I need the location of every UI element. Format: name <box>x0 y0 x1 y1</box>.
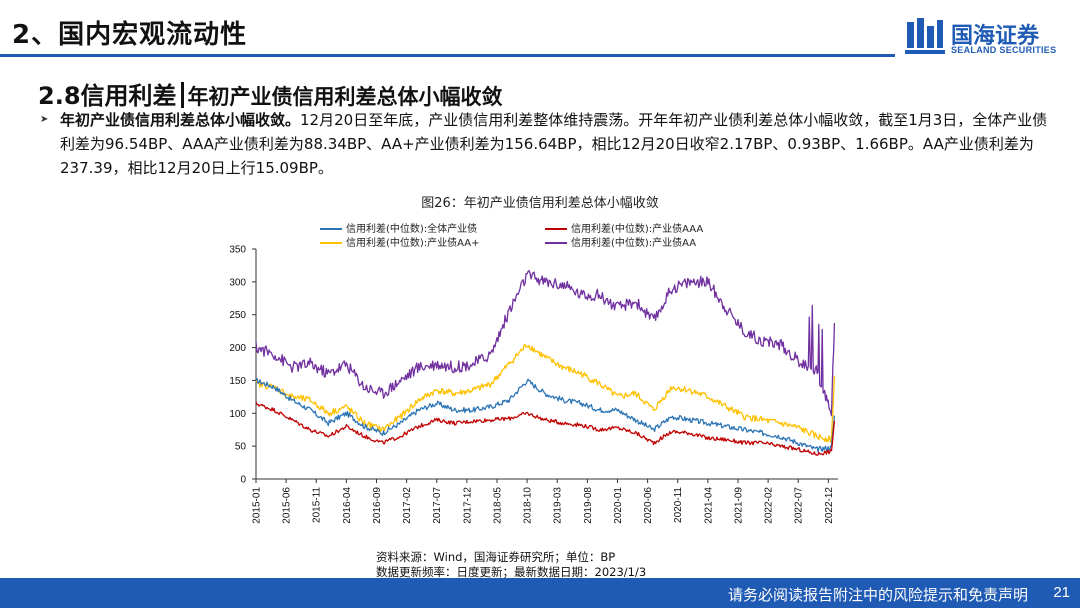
figure-caption: 图26：年初产业债信用利差总体小幅收敛 <box>421 196 659 211</box>
bullet-body: 12月20日至年底，产业债信用利差整体维持震荡。开年年初产业债利差总体小幅收敛，… <box>60 111 1048 177</box>
x-tick-label: 2015-06 <box>282 487 293 524</box>
y-tick-label: 50 <box>235 442 247 453</box>
y-tick-label: 350 <box>229 245 246 256</box>
series-line-aaa <box>255 401 836 456</box>
series-line-all <box>255 377 836 453</box>
page-number: 21 <box>1053 584 1070 601</box>
source-line-2: 数据更新频率：日度更新；最新数据日期：2023/1/3 <box>376 565 647 579</box>
x-tick-label: 2016-04 <box>342 487 353 524</box>
y-tick-label: 200 <box>229 343 246 354</box>
y-tick-label: 100 <box>229 409 246 420</box>
x-tick-label: 2017-12 <box>462 487 473 524</box>
section-title: 2、国内宏观流动性 <box>12 20 248 50</box>
bullet-bold-lead: 年初产业债信用利差总体小幅收敛。 <box>60 111 301 129</box>
chart-legend: 信用利差(中位数):全体产业债 信用利差(中位数):产业债AAA信用利差(中位数)… <box>320 222 703 249</box>
legend-label: 信用利差(中位数):产业债AAA <box>571 222 703 235</box>
y-tick-label: 250 <box>229 310 246 321</box>
bullet-text: 年初产业债信用利差总体小幅收敛。12月20日至年底，产业债信用利差整体维持震荡。… <box>60 108 1060 180</box>
legend-label: 信用利差(中位数):产业债AA <box>571 236 696 249</box>
x-tick-label: 2021-09 <box>733 487 744 524</box>
legend-label: 信用利差(中位数):产业债AA+ <box>346 236 480 249</box>
x-tick-label: 2022-02 <box>764 487 775 524</box>
x-tick-label: 2019-08 <box>583 487 594 524</box>
x-tick-label: 2016-09 <box>372 487 383 524</box>
slide-subtitle: 2.8信用利差 年初产业债信用利差总体小幅收敛 <box>38 76 503 111</box>
x-tick-label: 2017-02 <box>402 487 413 524</box>
x-tick-label: 2018-10 <box>523 487 534 524</box>
footer-bar: 请务必阅读报告附注中的风险提示和免责声明 21 <box>0 578 1080 608</box>
x-tick-label: 2015-01 <box>252 487 263 524</box>
company-logo: 国海证券 SEALAND SECURITIES <box>905 14 1065 58</box>
x-tick-label: 2020-01 <box>613 487 624 524</box>
y-tick-label: 300 <box>229 277 246 288</box>
source-line-1: 资料来源：Wind，国海证券研究所；单位：BP <box>376 550 616 564</box>
x-tick-label: 2022-07 <box>794 487 805 524</box>
subtitle-separator <box>180 82 184 108</box>
x-tick-label: 2018-05 <box>492 487 503 524</box>
legend-label: 信用利差(中位数):全体产业债 <box>346 222 477 235</box>
subtitle-headline: 年初产业债信用利差总体小幅收敛 <box>187 85 503 109</box>
credit-spread-chart: 信用利差(中位数):全体产业债 信用利差(中位数):产业债AAA信用利差(中位数)… <box>229 222 838 524</box>
series-line-aa <box>255 269 836 417</box>
logo-chinese-name: 国海证券 <box>951 24 1040 49</box>
footer-disclaimer[interactable]: 请务必阅读报告附注中的风险提示和免责声明 <box>727 586 1028 604</box>
y-tick-label: 0 <box>240 475 246 486</box>
logo-english-name: SEALAND SECURITIES <box>951 45 1057 55</box>
y-tick-label: 150 <box>229 376 246 387</box>
series-line-aaplus <box>255 343 836 443</box>
source-note: 资料来源：Wind，国海证券研究所；单位：BP 数据更新频率：日度更新；最新数据… <box>376 550 646 580</box>
x-tick-label: 2020-06 <box>643 487 654 524</box>
x-tick-label: 2017-07 <box>432 487 443 524</box>
header-bar: 2、国内宏观流动性 国海证券 SEALAND SECURITIES <box>0 0 1080 62</box>
x-tick-label: 2022-12 <box>824 487 835 524</box>
x-tick-label: 2015-11 <box>312 487 323 523</box>
x-tick-label: 2019-03 <box>553 487 564 524</box>
chart-lines <box>255 269 836 456</box>
sealand-logo-icon <box>905 18 945 54</box>
x-tick-label: 2020-11 <box>673 487 684 523</box>
x-tick-label: 2021-04 <box>703 487 714 524</box>
header-rule <box>0 54 895 57</box>
chart-axes: 0 50 100 150 200 250 300 350 2015-01 2015-06 2015-… <box>229 245 838 524</box>
subtitle-section: 2.8信用利差 <box>38 82 177 110</box>
bullet-arrow-icon: ➤ <box>40 114 49 125</box>
